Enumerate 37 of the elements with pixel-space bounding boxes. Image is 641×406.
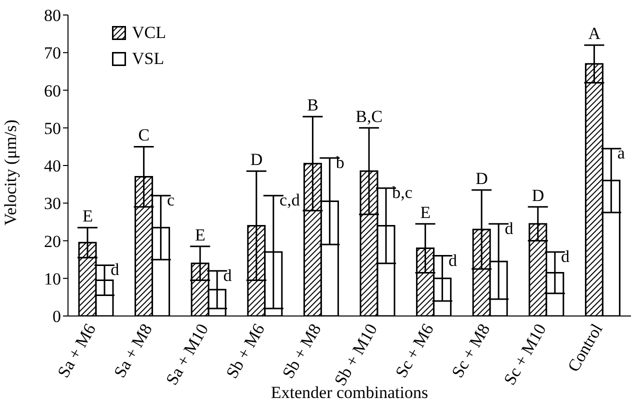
annotation: b [336, 152, 344, 172]
annotation: d [223, 266, 232, 285]
annotation: E [195, 225, 206, 244]
y-tick-label: 70 [44, 44, 61, 63]
legend-label: VCL [132, 22, 166, 44]
annotation: d [110, 260, 120, 280]
x-tick-label: Sc + M8 [448, 320, 494, 381]
annotation: B [307, 96, 319, 115]
annotation: D [532, 186, 544, 205]
annotation: E [82, 206, 93, 226]
annotation: d [504, 218, 514, 238]
y-tick-label: 20 [44, 232, 61, 251]
legend-label: VSL [132, 48, 164, 70]
annotation: c,d [280, 190, 300, 210]
annotation: d [448, 250, 458, 270]
y-tick-label: 50 [44, 118, 61, 138]
y-axis-title: Velocity (μm/s) [1, 120, 20, 226]
annotation: E [420, 202, 431, 222]
annotation: d [561, 247, 570, 266]
x-tick-label: Sa + M8 [110, 320, 156, 381]
x-tick-label: Sb + M6 [222, 320, 269, 382]
annotation: C [138, 126, 150, 145]
annotation: A [588, 24, 602, 44]
y-tick-label: 80 [44, 6, 61, 26]
annotation: b,c [392, 183, 413, 202]
x-tick-label: Sc + M6 [392, 320, 438, 381]
annotation: a [617, 144, 626, 163]
annotation: D [476, 168, 488, 188]
y-tick-label: 10 [44, 269, 61, 288]
annotation: c [166, 190, 175, 210]
y-tick-label: 60 [44, 81, 61, 100]
y-tick-label: 40 [44, 156, 61, 176]
annotation: B,C [356, 106, 383, 126]
annotation: D [250, 150, 263, 170]
y-tick-label: 0 [52, 307, 61, 326]
x-tick-label: Sb + M8 [278, 320, 325, 382]
y-tick-label: 30 [44, 194, 61, 214]
